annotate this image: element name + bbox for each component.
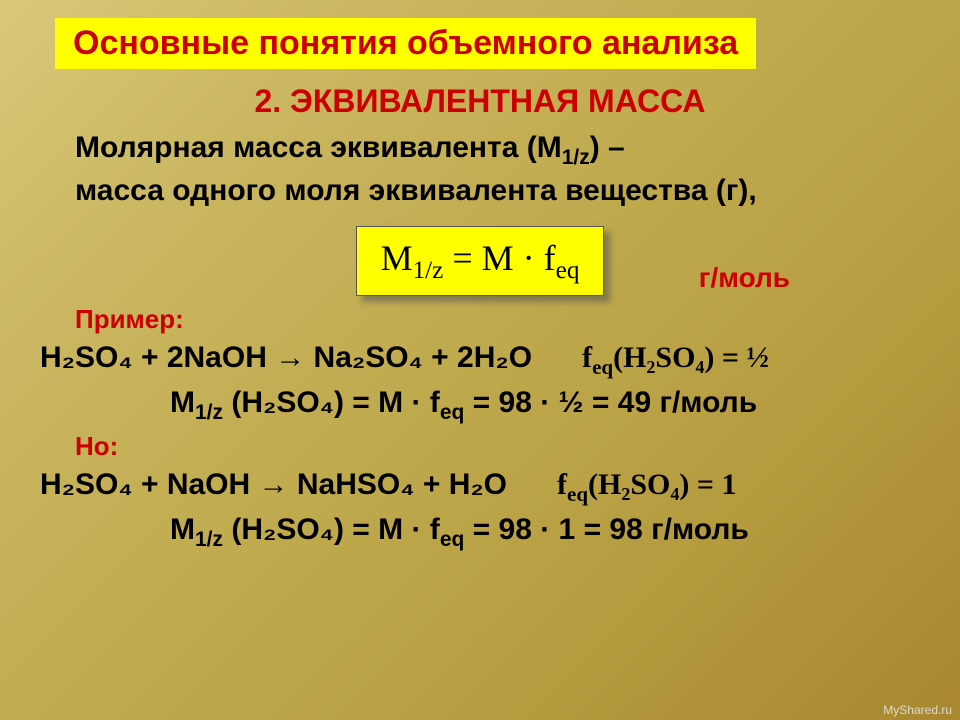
def-line1-b: ) – [590,131,625,164]
ex2-reaction-text: H₂SO₄ + NaOH → NaHSO₄ + H₂O [40,468,507,501]
formula-lhs-sub: 1/z [413,257,444,284]
example1-calc: M1/z (H₂SO₄) = M · feq = 98 · ½ = 49 г/м… [170,386,960,425]
ex1-feq: feq(H₂SO₄) = ½ [582,341,769,374]
definition-text: Молярная масса эквивалента (M1/z) – масс… [75,128,960,210]
def-line1-a: Молярная масса эквивалента (M [75,131,562,164]
formula-lhs: M [381,238,413,278]
but-label: Но: [75,431,960,462]
footer-watermark: MyShared.ru [883,703,952,717]
slide-subtitle: 2. ЭКВИВАЛЕНТНАЯ МАССА [0,83,960,120]
example1-reaction: H₂SO₄ + 2NaOH → Na₂SO₄ + 2H₂O feq(H₂SO₄)… [40,341,960,380]
def-sub: 1/z [562,146,590,169]
formula-eq: = M · f [443,238,555,278]
example-label: Пример: [75,304,960,335]
ex2-feq: feq(H₂SO₄) = 1 [557,468,736,501]
example2-calc: M1/z (H₂SO₄) = M · feq = 98 · 1 = 98 г/м… [170,513,960,552]
formula-row: M1/z = M · feq г/моль [0,226,960,296]
ex1-reaction-text: H₂SO₄ + 2NaOH → Na₂SO₄ + 2H₂O [40,341,532,374]
unit-label: г/моль [699,262,790,294]
slide-title: Основные понятия объемного анализа [55,18,756,69]
def-line2: масса одного моля эквивалента вещества (… [75,174,757,207]
example2-reaction: H₂SO₄ + NaOH → NaHSO₄ + H₂O feq(H₂SO₄) =… [40,468,960,507]
formula-box: M1/z = M · feq [356,226,605,296]
formula-rhs-sub: eq [556,257,580,284]
